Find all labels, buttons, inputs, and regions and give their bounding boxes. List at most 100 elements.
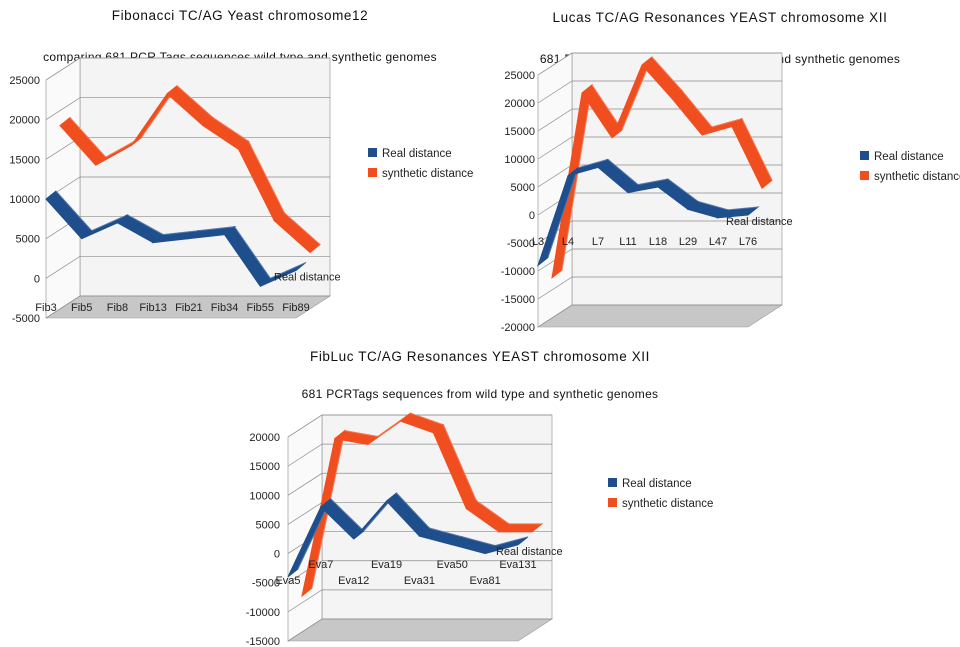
series-axis-label: Real distance: [496, 546, 563, 558]
chart-subtitle: 681 PCRTags sequences from wild type and…: [301, 387, 659, 401]
legend-label: synthetic distance: [622, 498, 713, 510]
legend-swatch: [368, 168, 377, 177]
chart-title: Fibonacci TC/AG Yeast chromosome12: [111, 8, 369, 23]
legend-swatch: [608, 478, 617, 487]
gridline: [287, 414, 552, 438]
x-category-label: L29: [679, 236, 697, 248]
gridline: [287, 443, 552, 467]
chart-title: FibLuc TC/AG Resonances YEAST chromosome…: [309, 349, 651, 364]
real-series-highlight: [667, 178, 699, 202]
y-tick-label: 20000: [249, 432, 280, 444]
synthetic-series-highlight: [442, 424, 477, 501]
y-tick-label: -15000: [501, 294, 535, 306]
legend-label: synthetic distance: [382, 168, 473, 180]
real-series-segment: [259, 261, 307, 287]
real-series-highlight: [163, 230, 199, 236]
real-series-highlight: [127, 214, 164, 236]
x-category-label: Fib34: [211, 302, 239, 314]
gridline: [537, 248, 782, 272]
real-series-highlight: [462, 536, 496, 547]
y-tick-label: 10000: [9, 194, 40, 206]
gridline: [45, 176, 330, 200]
y-tick-label: 20000: [9, 115, 40, 127]
legend-swatch: [608, 498, 617, 507]
y-tick-label: 15000: [249, 461, 280, 473]
synthetic-series-segment: [273, 212, 321, 254]
x-category-label: Fib89: [282, 302, 310, 314]
y-tick-label: 15000: [504, 126, 535, 138]
real-series-highlight: [330, 498, 365, 532]
x-category-label: Eva19: [371, 559, 402, 571]
gridline: [45, 295, 330, 319]
synthetic-series-highlight: [681, 90, 713, 128]
synthetic-series-highlight: [591, 84, 623, 131]
y-tick-label: -15000: [246, 636, 280, 647]
x-category-label: L4: [562, 236, 574, 248]
y-tick-label: 5000: [511, 182, 535, 194]
real-series-highlight: [55, 190, 93, 232]
real-series-highlight: [429, 527, 463, 538]
gridline: [45, 97, 330, 120]
real-series-highlight: [637, 178, 669, 186]
real-series-segment: [484, 536, 529, 555]
y-tick-label: -20000: [501, 322, 535, 334]
gridline: [287, 472, 552, 496]
y-tick-label: 5000: [16, 234, 40, 246]
gridline: [537, 108, 782, 132]
gridline: [537, 80, 782, 104]
gridline: [287, 560, 552, 584]
legend-label: Real distance: [874, 151, 944, 163]
x-category-label: L11: [619, 236, 637, 248]
synthetic-series-highlight: [561, 84, 593, 270]
synthetic-series-highlight: [651, 56, 683, 91]
x-category-label: L3: [532, 236, 544, 248]
legend-swatch: [860, 171, 869, 180]
y-tick-label: 10000: [249, 490, 280, 502]
synthetic-series-highlight: [212, 117, 249, 142]
x-category-label: Fib3: [35, 302, 56, 314]
x-category-label: Fib55: [247, 302, 275, 314]
gridline: [537, 52, 782, 76]
real-series-highlight: [270, 261, 307, 279]
synthetic-series-segment: [731, 117, 773, 189]
synthetic-series-highlight: [248, 141, 285, 213]
synthetic-series-highlight: [711, 118, 743, 128]
x-category-label: Eva12: [338, 575, 369, 587]
gridline: [45, 216, 330, 239]
x-category-label: Eva50: [437, 559, 468, 571]
x-category-label: L76: [739, 236, 757, 248]
synthetic-series-highlight: [475, 500, 510, 525]
x-category-label: Eva131: [499, 559, 536, 571]
y-tick-label: 0: [529, 210, 535, 222]
y-tick-label: 25000: [9, 75, 40, 87]
legend-swatch: [860, 151, 869, 160]
y-tick-label: -10000: [246, 607, 280, 619]
synthetic-series-highlight: [283, 212, 321, 245]
y-tick-label: -5000: [507, 238, 535, 250]
chart-panel-fibonacci: Fibonacci TC/AG Yeast chromosome12 compa…: [0, 0, 480, 345]
real-series-highlight: [577, 158, 609, 169]
real-series-highlight: [495, 536, 529, 547]
x-category-label: L7: [592, 236, 604, 248]
real-series-highlight: [607, 159, 639, 185]
series-axis-label: Real distance: [726, 216, 793, 228]
gridline: [287, 589, 552, 613]
x-category-label: Fib21: [175, 302, 203, 314]
x-category-label: Eva5: [275, 575, 300, 587]
x-category-label: Fib13: [139, 302, 167, 314]
x-category-label: Eva31: [404, 575, 435, 587]
plot-floor: [286, 618, 554, 642]
synthetic-series-segment: [497, 523, 544, 533]
real-series-highlight: [234, 226, 271, 279]
synthetic-series-highlight: [69, 117, 107, 158]
gridline: [45, 57, 330, 81]
y-tick-label: -5000: [252, 578, 280, 590]
synthetic-series-highlight: [741, 118, 773, 181]
real-series-highlight: [727, 206, 759, 211]
chart-title: Lucas TC/AG Resonances YEAST chromosome …: [552, 10, 888, 25]
x-category-label: Fib8: [107, 302, 128, 314]
x-category-label: L47: [709, 236, 727, 248]
synthetic-series-highlight: [176, 85, 214, 118]
y-tick-label: 15000: [9, 154, 40, 166]
